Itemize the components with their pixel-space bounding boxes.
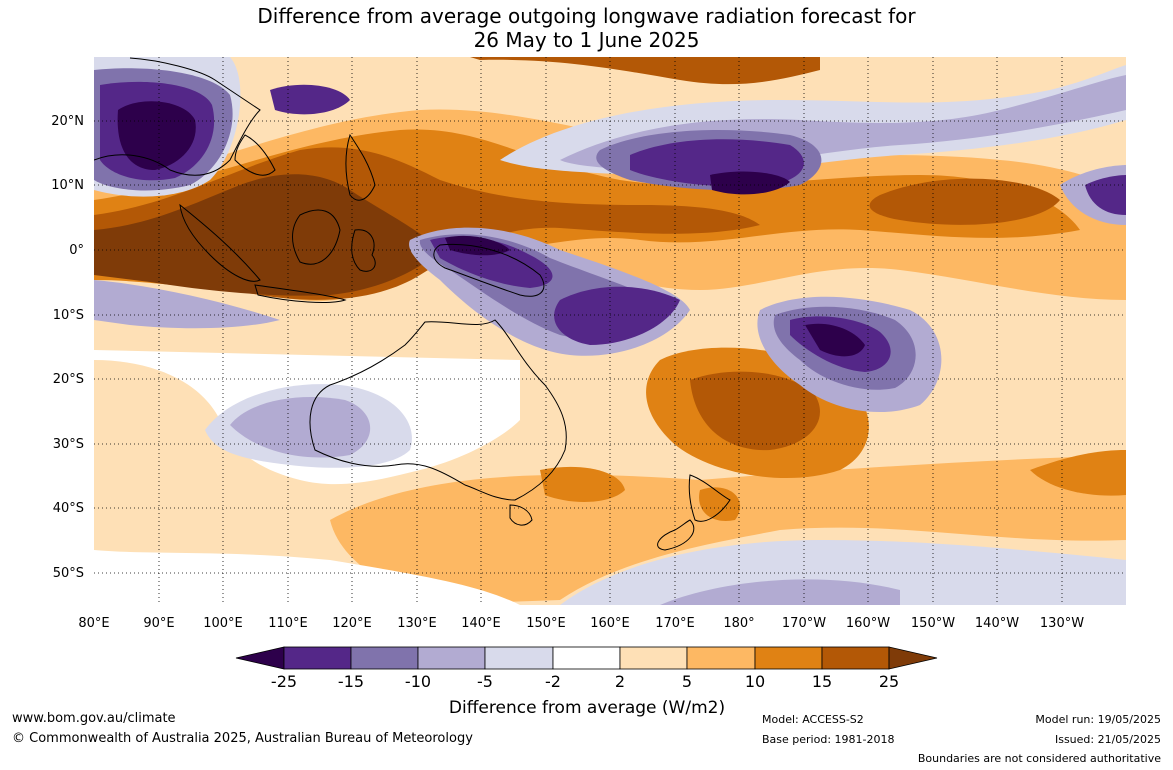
title-line-1: Difference from average outgoing longwav… xyxy=(257,4,916,28)
legend-swatch xyxy=(619,646,688,670)
legend-tick: -25 xyxy=(271,672,297,691)
legend-tick: 10 xyxy=(745,672,765,691)
field-white-south xyxy=(94,550,520,605)
lon-label: 130°W xyxy=(1040,616,1084,631)
indochina-coastline xyxy=(234,134,276,176)
legend-tick: 2 xyxy=(615,672,625,691)
bom-url-link[interactable]: www.bom.gov.au/climate xyxy=(12,711,176,726)
nz-north-island-coastline xyxy=(688,474,731,522)
borneo-coastline xyxy=(292,209,341,265)
colorbar-ticks: -25 -15 -10 -5 -2 2 5 10 15 25 xyxy=(271,672,899,691)
lon-label: 150°E xyxy=(526,616,566,631)
legend-tick: -15 xyxy=(338,672,364,691)
legend-swatch xyxy=(552,646,621,670)
field-dark-orange-nz xyxy=(699,487,741,521)
lat-label: 40°S xyxy=(53,501,84,516)
legend-tick: -5 xyxy=(477,672,493,691)
lat-label: 30°S xyxy=(53,437,84,452)
nz-south-island-coastline xyxy=(657,519,695,551)
field-darkest-brown-maritime xyxy=(94,174,440,296)
longitude-labels: 80°E 90°E 100°E 110°E 120°E 130°E 140°E … xyxy=(78,616,1084,631)
anomaly-field xyxy=(94,57,1126,605)
legend-swatch xyxy=(686,646,756,670)
legend-title: Difference from average (W/m2) xyxy=(449,698,725,718)
legend-swatch xyxy=(754,646,823,670)
field-purple-indian-ocean xyxy=(94,280,280,329)
lat-label: 20°N xyxy=(51,114,84,129)
field-darkest-purple-bay-of-bengal xyxy=(117,101,196,170)
australia-coastline xyxy=(309,319,567,501)
issued-date: Issued: 21/05/2025 xyxy=(1054,733,1161,746)
legend-tick: 5 xyxy=(682,672,692,691)
legend-arrow-low xyxy=(235,646,285,670)
latitude-labels: 20°N 10°N 0° 10°S 20°S 30°S 40°S 50°S xyxy=(51,114,84,581)
legend-tick: 15 xyxy=(812,672,832,691)
legend-swatch xyxy=(350,646,419,670)
title-line-2: 26 May to 1 June 2025 xyxy=(473,28,700,52)
lat-label: 20°S xyxy=(53,372,84,387)
lon-label: 140°W xyxy=(975,616,1019,631)
model-name: Model: ACCESS-S2 xyxy=(762,713,864,726)
legend-swatch xyxy=(821,646,890,670)
lat-label: 50°S xyxy=(53,566,84,581)
tasmania-coastline xyxy=(509,504,533,526)
lon-label: 160°W xyxy=(846,616,890,631)
legend-swatch xyxy=(283,646,352,670)
field-purple-australia xyxy=(230,397,371,458)
field-darkest-purple-south-pacific xyxy=(805,323,865,357)
asia-mainland-coastline xyxy=(94,57,261,176)
field-deep-purple-far-east xyxy=(1085,175,1126,215)
lon-label: 150°W xyxy=(911,616,955,631)
lat-label: 10°N xyxy=(51,178,84,193)
field-deep-purple-scs xyxy=(270,84,350,115)
coastlines xyxy=(94,57,731,551)
sumatra-coastline xyxy=(179,203,261,282)
graticule xyxy=(94,57,1126,605)
lat-label: 10°S xyxy=(53,308,84,323)
field-lavender-south xyxy=(560,540,1126,605)
legend-tick: -10 xyxy=(405,672,431,691)
lat-label: 0° xyxy=(69,243,84,258)
sulawesi-coastline xyxy=(351,229,376,272)
java-coastline xyxy=(254,284,347,303)
field-light-orange-north xyxy=(458,57,1126,116)
lon-label: 80°E xyxy=(78,616,109,631)
legend-tick: -2 xyxy=(545,672,561,691)
lon-label: 180° xyxy=(723,616,754,631)
base-period: Base period: 1981-2018 xyxy=(762,733,895,746)
field-brown-sw-pacific xyxy=(690,371,820,451)
field-brown-north xyxy=(470,57,820,85)
new-guinea-coastline xyxy=(433,243,545,297)
field-dark-orange-southeast xyxy=(1030,450,1126,496)
lon-label: 110°E xyxy=(268,616,308,631)
legend-swatch xyxy=(484,646,554,670)
lon-label: 90°E xyxy=(143,616,174,631)
field-darkest-purple-north-pacific xyxy=(710,171,790,195)
legend-tick: 25 xyxy=(879,672,899,691)
legend-arrow-high xyxy=(888,646,938,670)
boundaries-note: Boundaries are not considered authoritat… xyxy=(917,752,1161,765)
colorbar-legend xyxy=(235,646,938,670)
legend-swatch xyxy=(417,646,486,670)
field-deep-purple-solomon xyxy=(554,286,680,345)
field-purple-south xyxy=(660,579,900,605)
philippines-coastline xyxy=(345,133,376,201)
lon-label: 130°E xyxy=(397,616,437,631)
lon-label: 170°E xyxy=(655,616,695,631)
lon-label: 120°E xyxy=(332,616,372,631)
lon-label: 100°E xyxy=(203,616,243,631)
copyright-text: © Commonwealth of Australia 2025, Austra… xyxy=(12,731,473,746)
model-run-date: Model run: 19/05/2025 xyxy=(1035,713,1161,726)
chart-title: Difference from average outgoing longwav… xyxy=(0,4,1173,52)
field-dark-orange-tasman xyxy=(540,466,625,502)
lon-label: 140°E xyxy=(461,616,501,631)
field-brown-central-pacific xyxy=(869,178,1060,225)
lon-label: 160°E xyxy=(590,616,630,631)
lon-label: 170°W xyxy=(782,616,826,631)
